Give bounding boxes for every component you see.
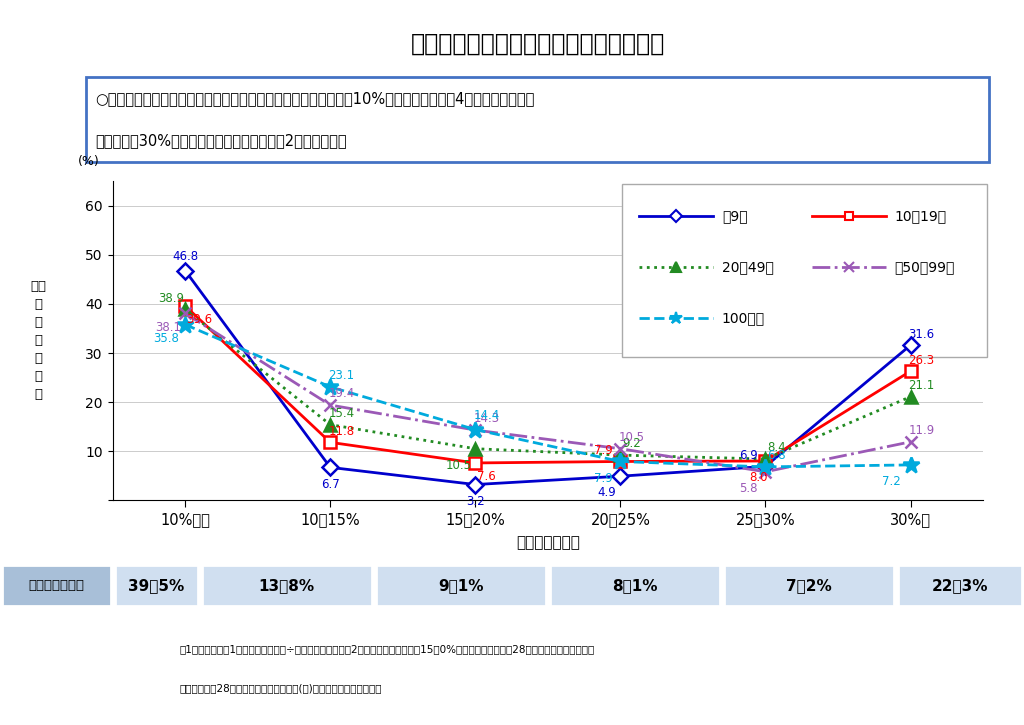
Text: 9．1%: 9．1% bbox=[438, 579, 483, 593]
Text: (%): (%) bbox=[78, 155, 99, 168]
Text: 3.2: 3.2 bbox=[466, 494, 484, 508]
Text: 23.1: 23.1 bbox=[329, 369, 354, 382]
Text: （事
業
所
数
の
割
合: （事 業 所 数 の 割 合 bbox=[31, 281, 47, 401]
Text: 11.8: 11.8 bbox=[329, 425, 354, 438]
Text: 10.5: 10.5 bbox=[618, 431, 644, 444]
Text: 20～49人: 20～49人 bbox=[722, 260, 774, 274]
Text: 離職率階級別にみた事業所規模別の状況: 離職率階級別にみた事業所規模別の状況 bbox=[411, 31, 665, 56]
Text: 21.1: 21.1 bbox=[908, 379, 935, 392]
Text: 7.6: 7.6 bbox=[477, 471, 496, 484]
Text: 39.6: 39.6 bbox=[186, 313, 212, 326]
Text: 22．3%: 22．3% bbox=[932, 579, 988, 593]
FancyBboxPatch shape bbox=[115, 566, 198, 606]
FancyBboxPatch shape bbox=[376, 566, 546, 606]
Text: ～9人: ～9人 bbox=[722, 210, 748, 223]
Text: 7．2%: 7．2% bbox=[786, 579, 831, 593]
Text: 7.9: 7.9 bbox=[594, 444, 613, 457]
Text: 4.9: 4.9 bbox=[597, 486, 615, 500]
Text: 38.1: 38.1 bbox=[156, 320, 181, 334]
Text: 14.3: 14.3 bbox=[473, 413, 500, 426]
FancyBboxPatch shape bbox=[898, 566, 1022, 606]
Text: 11.9: 11.9 bbox=[908, 424, 935, 437]
Text: 6.8: 6.8 bbox=[767, 450, 785, 463]
FancyBboxPatch shape bbox=[86, 78, 989, 162]
Text: 職率が30%以上と著しく高い事業所も約2割存在する。: 職率が30%以上と著しく高い事業所も約2割存在する。 bbox=[95, 133, 347, 148]
Text: 8.0: 8.0 bbox=[750, 471, 768, 484]
FancyBboxPatch shape bbox=[724, 566, 894, 606]
Text: 6.9: 6.9 bbox=[739, 449, 758, 462]
Text: 19.4: 19.4 bbox=[329, 387, 354, 400]
Text: 31.6: 31.6 bbox=[908, 328, 935, 341]
Text: 13．8%: 13．8% bbox=[259, 579, 314, 593]
Text: 100人～: 100人～ bbox=[722, 312, 765, 326]
Text: 9.2: 9.2 bbox=[623, 437, 641, 450]
Text: 7.2: 7.2 bbox=[882, 475, 900, 488]
Text: 8.4: 8.4 bbox=[767, 442, 785, 455]
Text: 6.7: 6.7 bbox=[321, 478, 340, 491]
Text: 10～19人: 10～19人 bbox=[894, 210, 946, 223]
FancyBboxPatch shape bbox=[622, 184, 987, 357]
X-axis label: （離職率階級）: （離職率階級） bbox=[516, 535, 580, 550]
Text: 15.4: 15.4 bbox=[329, 407, 354, 420]
Text: 8．1%: 8．1% bbox=[612, 579, 657, 593]
FancyBboxPatch shape bbox=[550, 566, 720, 606]
Text: 10.5: 10.5 bbox=[445, 459, 472, 472]
Text: 46.8: 46.8 bbox=[172, 250, 199, 263]
Text: 39．5%: 39．5% bbox=[128, 579, 184, 593]
FancyBboxPatch shape bbox=[2, 566, 111, 606]
Text: 26.3: 26.3 bbox=[908, 354, 935, 367]
Text: 5.8: 5.8 bbox=[739, 482, 758, 495]
Text: 注1）離職率＝（1年間の離職者数）÷労働者数　　　　注2）離職率の全産業平均15．0%（厚生労働省「平成28年雇用動向調査」より）: 注1）離職率＝（1年間の離職者数）÷労働者数 注2）離職率の全産業平均15．0%… bbox=[179, 644, 595, 654]
Text: ・50～99人: ・50～99人 bbox=[894, 260, 954, 274]
Text: 35.8: 35.8 bbox=[153, 332, 178, 345]
Text: 全事業所の割合: 全事業所の割合 bbox=[29, 579, 84, 592]
Text: 7.9: 7.9 bbox=[594, 472, 613, 484]
Text: 38.9: 38.9 bbox=[159, 291, 184, 304]
FancyBboxPatch shape bbox=[202, 566, 372, 606]
Text: 14.4: 14.4 bbox=[473, 409, 500, 422]
Text: 【出典】平成28年度介護労働実態調査（(財)介護労働安定センター）: 【出典】平成28年度介護労働実態調査（(財)介護労働安定センター） bbox=[179, 683, 382, 693]
Text: ○　介護職員の離職率は、事業所別に見るとバラツキが見られ、10%未満の事業所が約4割である一方、離: ○ 介護職員の離職率は、事業所別に見るとバラツキが見られ、10%未満の事業所が約… bbox=[95, 91, 535, 107]
